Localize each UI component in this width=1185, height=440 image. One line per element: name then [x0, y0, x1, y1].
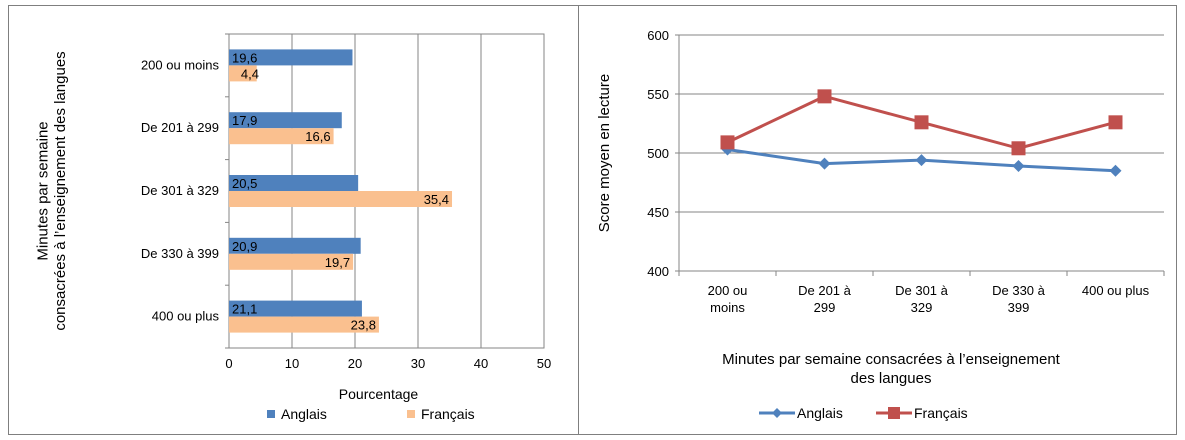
y-tick-label: 400: [647, 264, 669, 279]
category-label: 400 ou plus: [1082, 283, 1150, 298]
x-tick-label: 10: [285, 356, 299, 371]
point-francais: [914, 115, 929, 130]
bar-francais: [229, 316, 379, 333]
bar-francais: [229, 128, 334, 145]
legend-label-anglais: Anglais: [281, 406, 327, 422]
point-anglais: [1012, 159, 1025, 172]
data-label-anglais: 20,5: [232, 176, 257, 191]
x-tick-label: 0: [225, 356, 232, 371]
category-label: 400 ou plus: [152, 309, 220, 324]
y-tick-label: 600: [647, 28, 669, 43]
category-label: De 330 à 399: [992, 283, 1046, 315]
category-label: 200 ou moins: [141, 57, 220, 72]
x-axis-label: Pourcentage: [339, 386, 419, 402]
point-anglais: [1109, 164, 1122, 177]
category-label: De 301 à 329: [141, 183, 219, 198]
y-axis-label: Score moyen en lecture: [596, 74, 613, 232]
bar-chart-panel: 0 10 20 30 40 50 200 ou moins 19,6 4,4 De 201 à 2…: [8, 5, 579, 435]
category-label: De 201 à 299: [141, 120, 219, 135]
point-anglais: [915, 154, 928, 167]
bar-anglais: [229, 300, 362, 317]
x-tick-label: 50: [537, 356, 551, 371]
bar-anglais: [229, 112, 342, 129]
category-label: De 201 à 299: [798, 283, 852, 315]
data-label-anglais: 21,1: [232, 302, 257, 317]
y-tick-label: 550: [647, 87, 669, 102]
bar-anglais: [229, 237, 361, 254]
legend-swatch-francais: [407, 410, 415, 418]
legend-label-anglais: Anglais: [797, 405, 843, 421]
data-label-anglais: 17,9: [232, 113, 257, 128]
data-label-francais: 23,8: [351, 318, 376, 333]
category-label: De 330 à 399: [141, 246, 219, 261]
bar-francais: [229, 65, 257, 82]
line-chart: 400 450 500 550 600 200 ou moins De 201 à 299 De …: [596, 28, 1165, 421]
data-label-francais: 4,4: [241, 66, 259, 81]
point-anglais: [818, 157, 831, 170]
category-label: De 301 à 329: [895, 283, 949, 315]
y-axis-label: Minutes par semaineconsacrées à l’enseig…: [35, 51, 69, 330]
legend-label-francais: Français: [914, 405, 968, 421]
data-label-anglais: 19,6: [232, 50, 257, 65]
category-label: 200 ou moins: [708, 283, 748, 315]
y-tick-label: 450: [647, 205, 669, 220]
bar-francais: [229, 191, 453, 207]
data-label-francais: 16,6: [305, 129, 330, 144]
data-label-francais: 35,4: [424, 192, 449, 207]
line-chart-panel: 400 450 500 550 600 200 ou moins De 201 à 299 De …: [578, 5, 1177, 435]
x-axis-label: Minutes par semaine consacrées à l’ensei…: [722, 351, 1061, 387]
bar-anglais: [229, 175, 359, 191]
point-francais: [817, 89, 832, 104]
legend-label-francais: Français: [421, 406, 475, 422]
x-tick-label: 40: [474, 356, 488, 371]
data-label-francais: 19,7: [325, 255, 350, 270]
x-tick-label: 20: [348, 356, 362, 371]
point-francais: [720, 135, 735, 150]
point-francais: [1108, 115, 1123, 130]
bar-anglais: [229, 49, 353, 66]
legend-swatch-anglais: [267, 410, 275, 418]
data-label-anglais: 20,9: [232, 239, 257, 254]
x-tick-label: 30: [411, 356, 425, 371]
legend-marker-francais: [888, 407, 900, 419]
legend-marker-anglais: [772, 408, 782, 418]
bar-chart: 0 10 20 30 40 50 200 ou moins 19,64,4 De 201 à 2…: [35, 33, 551, 422]
point-francais: [1011, 141, 1026, 156]
y-tick-label: 500: [647, 146, 669, 161]
bar-francais: [229, 253, 354, 270]
